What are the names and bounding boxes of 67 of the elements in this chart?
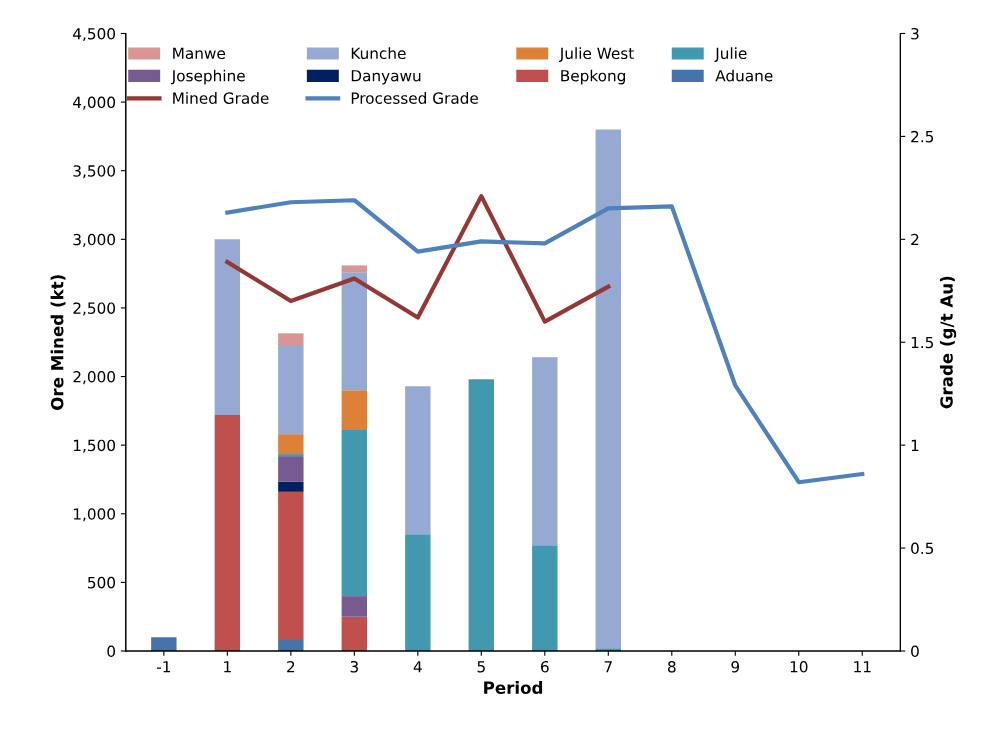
y-tick-label: 500 — [88, 576, 116, 589]
x-tick-label: 2 — [287, 660, 295, 673]
bar — [151, 637, 177, 651]
y-axis-title: Ore Mined (kt) — [50, 275, 66, 410]
bar — [341, 616, 368, 651]
bar — [278, 481, 304, 492]
bar — [468, 379, 495, 651]
bar — [278, 333, 304, 345]
bar — [532, 545, 558, 651]
legend-label: Bepkong — [561, 69, 625, 85]
bar — [341, 596, 368, 617]
bar — [214, 239, 241, 415]
x-tick-label: 3 — [350, 660, 358, 673]
y2-tick-label: 2.5 — [911, 130, 934, 143]
y-tick-label: 2,000 — [73, 371, 116, 385]
bar — [341, 272, 368, 391]
bar — [532, 357, 558, 546]
x-tick-label: -1 — [156, 661, 171, 673]
y2-tick-label: 0 — [911, 645, 919, 658]
legend-label: Processed Grade — [351, 92, 478, 104]
y-tick-label: 4,000 — [73, 96, 116, 110]
bar — [278, 640, 304, 651]
bar — [405, 386, 431, 535]
bar — [278, 344, 304, 435]
x-tick-label: 9 — [731, 660, 740, 673]
x-tick-label: 11 — [854, 661, 871, 673]
y2-tick-label: 0.5 — [911, 542, 934, 555]
x-tick-label: 4 — [413, 661, 422, 673]
y-tick-label: 4,500 — [73, 27, 116, 42]
y2-tick-label: 3 — [911, 27, 919, 40]
bar — [341, 265, 368, 273]
legend-label: Mined Grade — [173, 92, 269, 104]
y-tick-label: 3,500 — [73, 165, 116, 179]
y-tick-label: 3,000 — [73, 233, 116, 247]
y-tick-label: 0 — [107, 645, 116, 658]
legend-label: Aduane — [715, 69, 773, 82]
y2-tick-label: 1.5 — [911, 336, 934, 349]
bar — [595, 129, 621, 649]
x-tick-label: 10 — [790, 660, 808, 673]
line-series — [225, 198, 865, 485]
y-tick-label: 1,500 — [73, 439, 116, 453]
x-tick-label: 1 — [224, 661, 231, 673]
bar — [341, 390, 368, 431]
legend-label: Josephine — [170, 69, 245, 85]
y2-axis-title: Grade (g/t Au) — [939, 276, 957, 409]
legend-label: Danyawu — [351, 70, 421, 85]
x-tick-label: 7 — [604, 661, 612, 673]
legend-label: Julie — [714, 47, 747, 62]
y-tick-label: 1,000 — [73, 508, 116, 522]
bar — [278, 454, 304, 457]
x-tick-label: 6 — [541, 660, 549, 673]
bar — [278, 491, 304, 641]
y-tick-label: 2,500 — [73, 302, 116, 316]
legend-label: Kunche — [351, 47, 406, 60]
y2-tick-label: 1 — [911, 439, 919, 451]
legend-label: Julie West — [558, 47, 634, 62]
bar — [278, 456, 304, 482]
x-tick-label: 5 — [477, 661, 485, 673]
legend-label: Manwe — [173, 47, 226, 60]
y2-tick-label: 2 — [911, 233, 919, 246]
x-tick-label: 8 — [667, 660, 676, 673]
bar — [341, 430, 368, 597]
bar — [214, 414, 241, 651]
line-series — [225, 194, 611, 324]
bar — [278, 434, 304, 455]
bar — [405, 534, 431, 651]
x-axis-title: Period — [484, 681, 543, 694]
